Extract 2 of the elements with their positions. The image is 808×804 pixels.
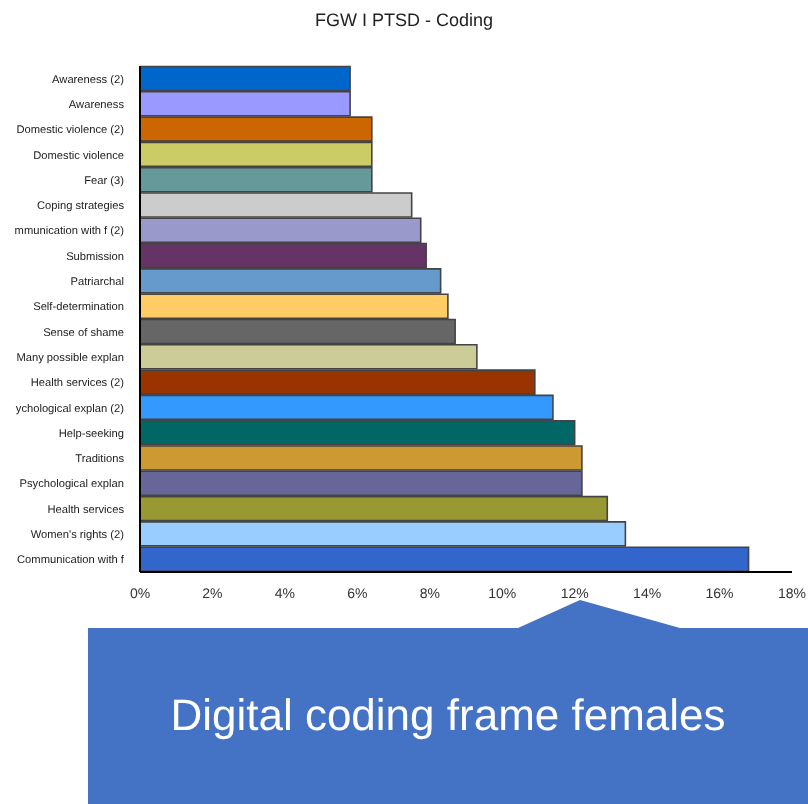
text: Digital coding frame females (170, 690, 726, 742)
chart-title: FGW I PTSD - Coding (312, 10, 495, 30)
